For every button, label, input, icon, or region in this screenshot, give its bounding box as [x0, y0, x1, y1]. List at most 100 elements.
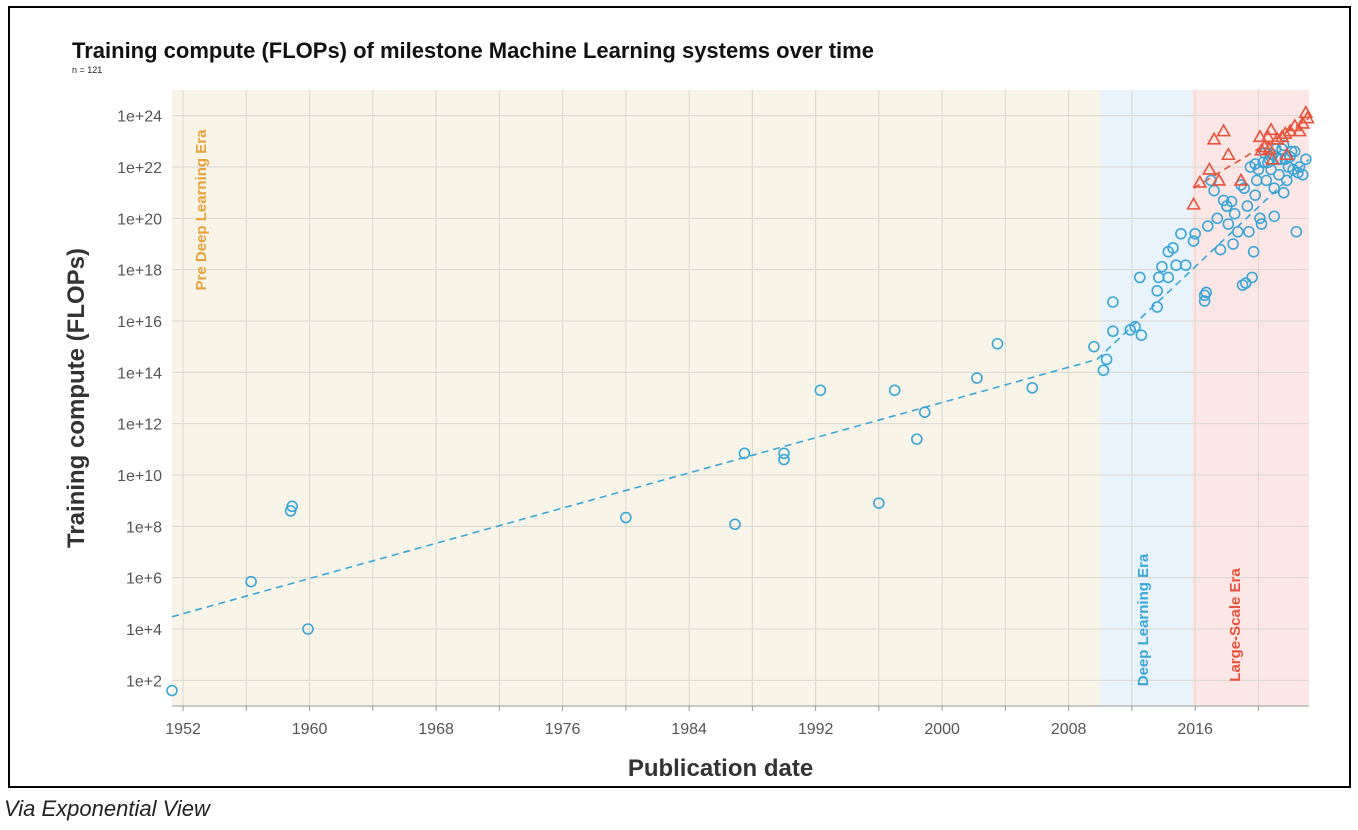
- y-tick-label: 1e+24: [117, 109, 162, 126]
- y-tick-label: 1e+10: [117, 468, 162, 485]
- data-point-circle: [1217, 194, 1230, 207]
- y-tick-label: 1e+6: [126, 571, 162, 588]
- x-tick-label: 2016: [1177, 721, 1213, 738]
- data-point-circle: [918, 406, 931, 418]
- data-point-circle: [1290, 225, 1303, 238]
- data-point-circle: [1200, 286, 1213, 299]
- data-point-circle: [1239, 277, 1252, 289]
- data-point-circle: [1241, 200, 1254, 212]
- data-point-triangle: [1211, 172, 1227, 186]
- source-caption: Via Exponential View: [4, 796, 210, 821]
- data-point-circle: [1232, 225, 1244, 238]
- data-point-circle: [1162, 271, 1175, 284]
- x-tick-label: 1976: [545, 721, 581, 738]
- data-point-circle: [971, 372, 983, 384]
- data-point-circle: [1026, 381, 1039, 394]
- era-band: [1100, 90, 1192, 706]
- data-point-circle: [166, 684, 178, 697]
- data-point-triangle: [1201, 161, 1217, 175]
- data-point-circle: [1100, 353, 1113, 366]
- x-tick-label: 2000: [924, 721, 960, 738]
- data-point-circle: [1254, 212, 1266, 225]
- scatter-chart: 1952 1960 1968 1976 1984 1992 2000 2008 2016 1e+2…: [63, 90, 1315, 782]
- y-tick-label: 1e+4: [126, 622, 162, 639]
- y-tick-label: 1e+14: [117, 365, 162, 382]
- data-point-triangle: [1262, 141, 1277, 155]
- x-axis-title: Publication date: [628, 755, 813, 782]
- x-tick-label: 1992: [798, 721, 834, 738]
- data-point-circle: [1179, 259, 1192, 271]
- data-point-triangle: [1206, 131, 1222, 145]
- data-point-triangle: [1220, 147, 1236, 161]
- data-point-circle: [1107, 296, 1119, 308]
- data-point-circle: [245, 575, 257, 588]
- x-tick-label: 1984: [671, 721, 707, 738]
- data-point-circle: [1107, 325, 1119, 338]
- data-point-circle: [1228, 208, 1241, 220]
- data-point-circle: [814, 384, 827, 397]
- y-tick-label: 1e+2: [126, 673, 162, 690]
- data-point-circle: [1189, 227, 1201, 240]
- data-point-circle: [1129, 320, 1141, 333]
- data-point-circle: [620, 511, 632, 524]
- data-point-circle: [1214, 243, 1227, 256]
- data-point-circle: [1167, 242, 1179, 254]
- data-point-circle: [1260, 174, 1273, 187]
- x-tick-label: 1952: [165, 721, 201, 738]
- data-point-circle: [1201, 220, 1214, 232]
- data-point-circle: [1222, 218, 1235, 230]
- x-tick-label: 1960: [292, 721, 328, 738]
- data-point-circle: [778, 453, 790, 466]
- data-point-circle: [1243, 225, 1255, 238]
- data-point-circle: [1133, 271, 1146, 284]
- data-point-circle: [729, 518, 741, 531]
- data-point-circle: [1277, 186, 1290, 199]
- data-point-circle: [1097, 364, 1110, 377]
- era-label: Pre Deep Learning Era: [193, 129, 210, 291]
- data-point-circle: [1249, 189, 1262, 201]
- data-point-circle: [911, 433, 923, 445]
- data-point-circle: [1277, 139, 1290, 152]
- data-point-circle: [1088, 340, 1100, 353]
- data-point-circle: [1156, 260, 1168, 273]
- y-axis-title: Training compute (FLOPs): [63, 248, 90, 548]
- data-point-circle: [1246, 271, 1258, 284]
- data-point-triangle: [1216, 123, 1231, 137]
- data-point-circle: [873, 497, 885, 509]
- data-point-circle: [1225, 195, 1238, 208]
- data-point-circle: [1247, 245, 1260, 258]
- data-point-circle: [1296, 168, 1309, 181]
- data-point-triangle: [1300, 110, 1315, 124]
- era-label: Deep Learning Era: [1135, 553, 1152, 686]
- data-point-triangle: [1192, 174, 1208, 188]
- data-point-triangle: [1277, 125, 1293, 139]
- data-point-circle: [1175, 227, 1187, 240]
- data-point-circle: [738, 447, 751, 460]
- y-tick-label: 1e+12: [117, 417, 162, 434]
- chart-title: Training compute (FLOPs) of milestone Ma…: [72, 38, 874, 63]
- era-band: [172, 90, 1101, 706]
- data-point-circle: [284, 505, 297, 517]
- data-point-triangle: [1254, 142, 1269, 156]
- trend-line: [171, 358, 1098, 618]
- data-point-circle: [302, 623, 314, 635]
- data-point-circle: [1187, 235, 1200, 247]
- data-point-triangle: [1292, 123, 1307, 137]
- y-tick-label: 1e+20: [117, 211, 162, 228]
- data-point-triangle: [1298, 105, 1314, 119]
- data-point-circle: [1211, 212, 1224, 225]
- data-point-triangle: [1186, 196, 1201, 210]
- data-point-circle: [778, 447, 790, 460]
- data-point-triangle: [1265, 151, 1281, 165]
- data-point-circle: [1293, 161, 1306, 173]
- data-point-circle: [1281, 174, 1293, 187]
- data-point-circle: [1198, 295, 1211, 307]
- data-point-triangle: [1279, 147, 1295, 161]
- data-point-circle: [1288, 145, 1301, 158]
- data-point-circle: [1135, 329, 1148, 341]
- data-point-triangle: [1263, 122, 1279, 136]
- data-point-circle: [1238, 182, 1250, 194]
- data-point-circle: [1300, 153, 1312, 166]
- data-point-triangle: [1260, 129, 1276, 143]
- y-tick-label: 1e+16: [117, 314, 162, 331]
